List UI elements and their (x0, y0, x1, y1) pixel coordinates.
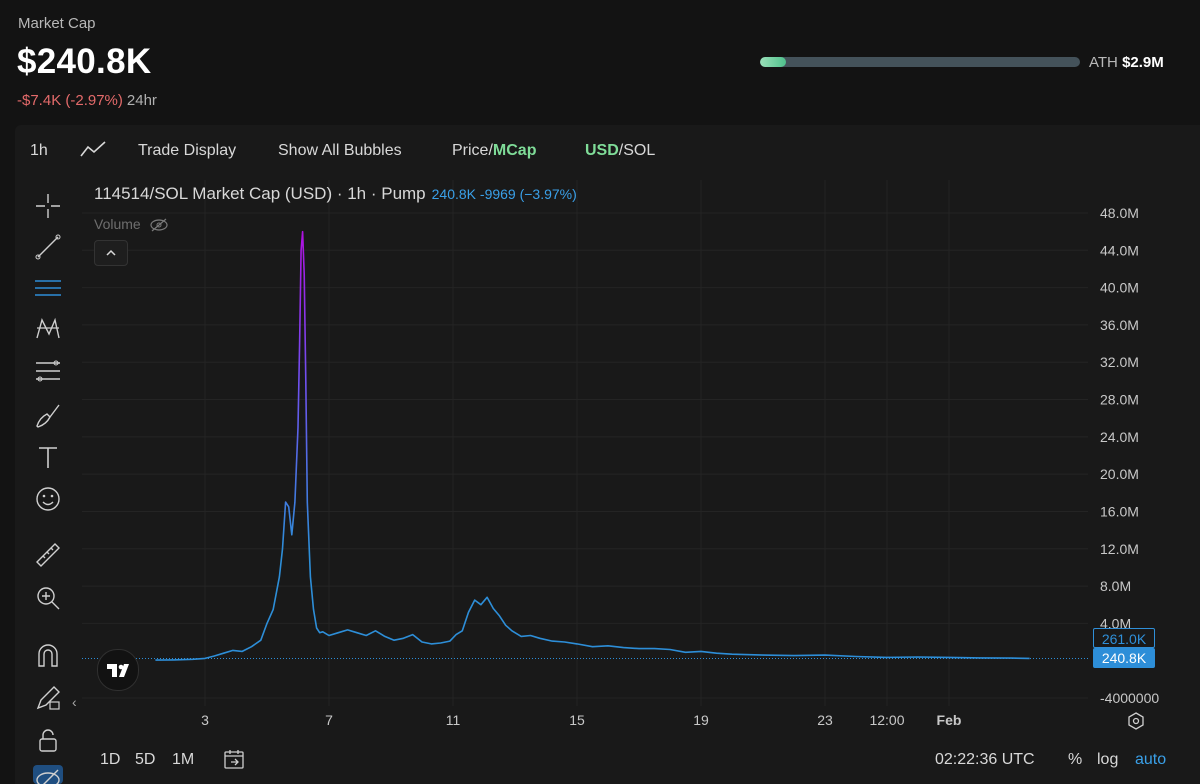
tradingview-logo-icon[interactable] (97, 649, 139, 691)
text-tool-icon[interactable] (33, 442, 63, 472)
range-5d-button[interactable]: 5D (135, 751, 156, 768)
change-amount: -$7.4K (-2.97%) (17, 92, 123, 109)
market-cap-series (155, 230, 1030, 661)
legend-title: 114514/SOL Market Cap (USD) · 1h · Pump (94, 184, 426, 203)
time-utc[interactable]: 02:22:36 UTC (935, 751, 1035, 768)
fib-retracement-icon[interactable] (33, 356, 63, 386)
range-1d-button[interactable]: 1D (100, 751, 121, 768)
currency-toggle[interactable]: USD/SOL (585, 142, 655, 160)
lock-icon[interactable] (33, 726, 63, 756)
chart-panel (15, 125, 1200, 784)
usd-option: USD (585, 142, 619, 159)
chart-grid (82, 180, 1088, 706)
x-axis: 3 7 11 15 19 23 12:00 Feb (201, 712, 961, 728)
y-tick-label: 32.0M (1100, 354, 1139, 370)
pattern-icon[interactable] (33, 314, 63, 344)
price-option: Price/ (452, 142, 493, 159)
log-scale-toggle[interactable]: log (1097, 751, 1119, 768)
auto-scale-toggle[interactable]: auto (1135, 751, 1167, 768)
chart-type-icon[interactable] (79, 138, 107, 165)
x-tick-label: Feb (937, 712, 962, 728)
eye-off-icon[interactable] (149, 218, 169, 232)
y-tick-label: 20.0M (1100, 466, 1139, 482)
x-tick-label: 19 (693, 712, 709, 728)
legend-values: 240.8K -9969 (−3.97%) (431, 186, 577, 202)
y-tick-label: 12.0M (1100, 541, 1139, 557)
ruler-icon[interactable] (33, 540, 63, 570)
ath-label: ATH (1089, 54, 1118, 71)
ath-progress-bar (760, 57, 1080, 67)
show-bubbles-button[interactable]: Show All Bubbles (278, 142, 402, 159)
y-tick-label: 40.0M (1100, 280, 1139, 296)
x-tick-label: 3 (201, 712, 209, 728)
market-cap-change: -$7.4K (-2.97%) 24hr (17, 92, 157, 109)
interval-selector[interactable]: 1h (30, 142, 48, 159)
x-tick-label: 12:00 (869, 712, 904, 728)
magnet-icon[interactable] (33, 640, 63, 670)
price-mcap-toggle[interactable]: Price/MCap (452, 142, 536, 160)
sol-option: /SOL (618, 142, 656, 159)
change-period: 24hr (126, 92, 157, 109)
brush-icon[interactable] (33, 400, 63, 430)
market-cap-value: $240.8K (17, 42, 152, 81)
previous-close-badge: 261.0K (1093, 628, 1155, 648)
hide-drawings-icon[interactable] (33, 765, 63, 784)
ath-info: ATH $2.9M (1089, 54, 1164, 71)
lock-drawing-icon[interactable] (33, 683, 63, 713)
collapse-legend-button[interactable] (94, 240, 128, 266)
x-tick-label: 7 (325, 712, 333, 728)
x-tick-label: 23 (817, 712, 833, 728)
crosshair-icon[interactable] (33, 191, 63, 221)
collapse-toolbar-icon[interactable]: ‹ (72, 694, 77, 710)
y-axis: 48.0M 44.0M 40.0M 36.0M 32.0M 28.0M 24.0M 20.0M… (1100, 205, 1159, 706)
volume-label: Volume (94, 216, 141, 232)
date-range-icon[interactable] (222, 747, 246, 776)
chevron-up-icon (106, 249, 116, 256)
ath-progress-fill (760, 57, 786, 67)
y-tick-label: -4000000 (1100, 690, 1159, 706)
horizontal-lines-icon[interactable] (33, 273, 63, 303)
trade-display-button[interactable]: Trade Display (138, 142, 237, 159)
x-tick-label: 11 (446, 712, 461, 728)
y-tick-label: 28.0M (1100, 392, 1139, 408)
y-tick-label: 16.0M (1100, 503, 1139, 519)
y-tick-label: 44.0M (1100, 242, 1139, 258)
chart-legend: 114514/SOL Market Cap (USD) · 1h · Pump 2… (94, 184, 577, 204)
y-tick-label: 8.0M (1100, 578, 1131, 594)
current-value-badge: 240.8K (1093, 648, 1155, 668)
x-tick-label: 15 (569, 712, 585, 728)
emoji-icon[interactable] (33, 484, 63, 514)
percent-scale-toggle[interactable]: % (1068, 751, 1083, 768)
ath-value: $2.9M (1122, 54, 1164, 71)
y-tick-label: 48.0M (1100, 205, 1139, 221)
axis-settings-icon[interactable] (1126, 711, 1146, 736)
volume-toggle[interactable]: Volume (94, 216, 169, 232)
range-1m-button[interactable]: 1M (172, 751, 195, 768)
y-tick-label: 36.0M (1100, 317, 1139, 333)
zoom-in-icon[interactable] (33, 583, 63, 613)
market-cap-label: Market Cap (18, 15, 96, 32)
y-tick-label: 24.0M (1100, 429, 1139, 445)
y-tick-label: 4.0M (1100, 615, 1131, 631)
trend-line-icon[interactable] (33, 232, 63, 262)
mcap-option: MCap (492, 142, 537, 159)
